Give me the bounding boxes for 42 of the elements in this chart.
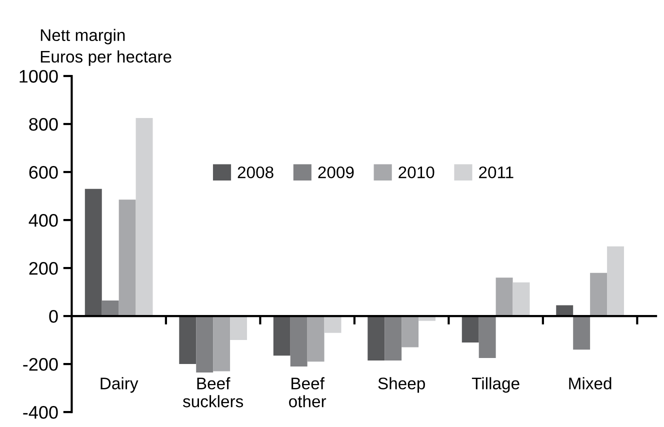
bar — [230, 316, 248, 340]
legend-label: 2011 — [479, 166, 514, 178]
bar — [324, 316, 342, 333]
bar — [84, 188, 102, 316]
y-tick-label: -200 — [23, 358, 58, 371]
bar — [307, 316, 324, 362]
bar — [590, 272, 608, 316]
x-tick-label: Beef other — [289, 377, 326, 408]
bar — [478, 316, 496, 358]
x-tick-label: Dairy — [100, 377, 138, 393]
x-tick-label: Tillage — [472, 377, 520, 393]
bar — [213, 316, 230, 372]
y-axis-title: Nett margin Euros per hectare — [40, 28, 172, 66]
bar — [273, 316, 290, 356]
bar — [196, 316, 214, 372]
bar — [290, 316, 308, 366]
x-tick-label: Beef sucklers — [182, 377, 244, 408]
legend-label: 2008 — [238, 166, 274, 178]
bar — [118, 200, 136, 316]
bar — [607, 246, 624, 316]
y-tick-label: 0 — [49, 310, 58, 323]
x-tick-label: Sheep — [378, 377, 425, 393]
bar — [384, 316, 402, 360]
bar — [573, 316, 590, 350]
y-tick-label: 400 — [28, 214, 58, 227]
bar — [179, 316, 196, 364]
bar — [136, 118, 153, 316]
y-tick-label: -400 — [23, 406, 58, 419]
bar — [556, 305, 574, 316]
bar — [402, 316, 419, 348]
bar — [496, 278, 513, 316]
bar — [512, 282, 530, 316]
y-tick-label: 600 — [29, 166, 58, 179]
bar — [368, 316, 385, 360]
legend-label: 2010 — [398, 166, 434, 178]
legend-label: 2009 — [318, 166, 354, 178]
bar — [462, 316, 479, 342]
bar — [102, 300, 119, 316]
y-tick-label: 200 — [29, 262, 58, 275]
y-tick-label: 800 — [29, 118, 58, 131]
x-tick-label: Mixed — [569, 377, 612, 390]
y-tick-label: 1000 — [20, 70, 58, 83]
